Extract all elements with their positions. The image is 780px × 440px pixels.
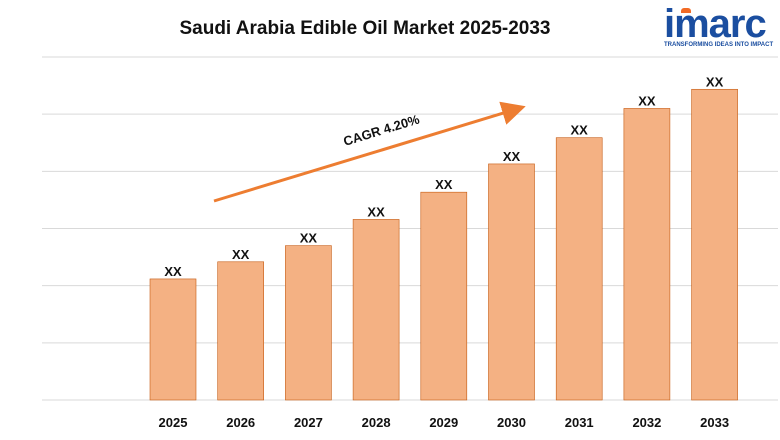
- cagr-annotation: CAGR 4.20%: [341, 111, 421, 148]
- imarc-logo: imarc TRANSFORMING IDEAS INTO IMPACT: [662, 2, 778, 54]
- x-tick-2032: 2032: [632, 415, 661, 430]
- bar-2030: [488, 163, 535, 401]
- x-axis-ticks: 2025 2026 2027 2028 2029 2030 2031 2032 2033: [159, 415, 730, 430]
- bar-2025: [149, 278, 197, 401]
- data-label-2031: XX: [571, 123, 589, 138]
- bar-2029: [420, 191, 468, 401]
- x-tick-2025: 2025: [159, 415, 188, 430]
- x-tick-2030: 2030: [497, 415, 526, 430]
- data-label-2025: XX: [164, 264, 182, 279]
- x-tick-2031: 2031: [565, 415, 594, 430]
- bar-2032: [623, 108, 671, 401]
- x-tick-2027: 2027: [294, 415, 323, 430]
- data-labels: XX XX XX XX XX XX XX XX XX: [164, 74, 723, 279]
- bars: [149, 88, 738, 401]
- data-label-2030: XX: [503, 149, 521, 164]
- bar-2033: [691, 88, 738, 401]
- x-tick-2026: 2026: [226, 415, 255, 430]
- data-label-2029: XX: [435, 177, 453, 192]
- bar-2028: [352, 219, 400, 401]
- x-tick-2033: 2033: [700, 415, 729, 430]
- data-label-2033: XX: [706, 74, 724, 89]
- bar-2026: [217, 261, 264, 401]
- x-tick-2028: 2028: [362, 415, 391, 430]
- x-tick-2029: 2029: [429, 415, 458, 430]
- data-label-2026: XX: [232, 247, 250, 262]
- bar-2027: [285, 245, 332, 401]
- logo-tagline: TRANSFORMING IDEAS INTO IMPACT: [664, 42, 774, 48]
- data-label-2028: XX: [367, 204, 385, 219]
- logo-accent-shape: [681, 8, 691, 13]
- cagr-arrow: [213, 101, 526, 203]
- data-label-2032: XX: [638, 93, 656, 108]
- chart-title: Saudi Arabia Edible Oil Market 2025-2033: [179, 18, 551, 39]
- bar-2031: [555, 137, 603, 401]
- data-label-2027: XX: [300, 231, 318, 246]
